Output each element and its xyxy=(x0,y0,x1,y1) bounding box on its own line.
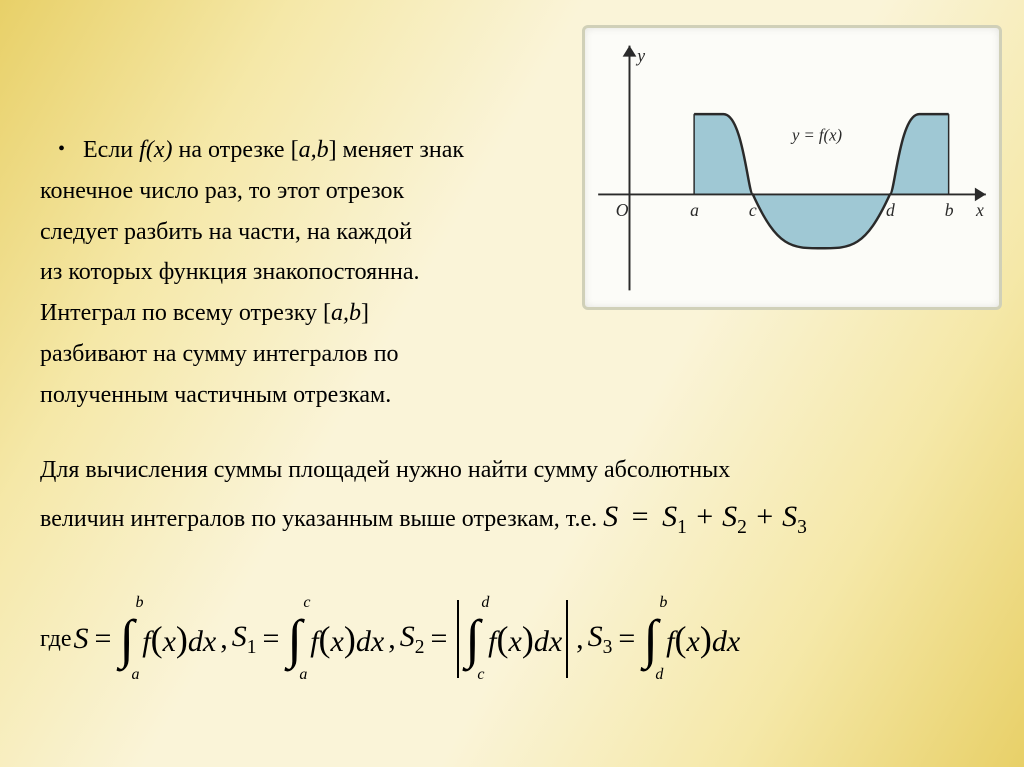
sum-sub3: 3 xyxy=(797,517,807,538)
tick-a-label: a xyxy=(690,200,699,220)
wide-text-block: Для вычисления суммы площадей нужно найт… xyxy=(40,450,980,544)
line-4: из которых функция знакопостоянна. xyxy=(40,252,550,293)
int3-sign: ∫ xyxy=(465,609,480,669)
integral-S1: S1 = c ∫ a f(x)dx , xyxy=(232,612,400,666)
line-5: Интеграл по всему отрезку [a,b] xyxy=(40,293,550,334)
x1: x xyxy=(163,625,176,658)
chart-svg: y x O a c d b y = f(x) xyxy=(585,28,999,307)
int1-lower: a xyxy=(131,666,139,684)
line-2: конечное число раз, то этот отрезок xyxy=(40,171,550,212)
int-symbol-1: b ∫ a xyxy=(119,612,134,666)
origin-label: O xyxy=(616,200,629,220)
comma3: , xyxy=(576,622,584,656)
rp1: ) xyxy=(176,619,188,659)
line1-prefix: Если xyxy=(83,137,139,163)
line5-ab: a,b xyxy=(331,300,361,326)
where-label: где xyxy=(40,626,72,653)
abs-bar-right xyxy=(566,600,568,678)
line-1: Если f(x) на отрезке [a,b] меняет знак xyxy=(83,130,464,171)
line1-ab: a,b xyxy=(299,137,329,163)
eq2: = xyxy=(262,622,279,656)
lp1: ( xyxy=(151,619,163,659)
eq1: = xyxy=(95,622,112,656)
line-3: следует разбить на части, на каждой xyxy=(40,212,550,253)
tick-c-label: c xyxy=(749,200,757,220)
int4-upper: b xyxy=(659,594,667,612)
sum-sub1: 1 xyxy=(677,517,687,538)
line5-suffix: ] xyxy=(361,300,369,326)
line1-suffix: ] меняет знак xyxy=(329,137,465,163)
tick-d-label: d xyxy=(886,200,895,220)
var-S3: S3 xyxy=(588,620,613,659)
main-text-block: • Если f(x) на отрезке [a,b] меняет знак… xyxy=(40,130,550,416)
where-formula-row: где S = b ∫ a f(x)dx , S1 = c ∫ a f(x)dx xyxy=(40,600,1000,678)
int-symbol-4: b ∫ d xyxy=(643,612,658,666)
y-axis-arrow xyxy=(623,46,637,57)
sum-plus2: + xyxy=(747,500,782,533)
integral-S: S = b ∫ a f(x)dx , xyxy=(74,612,232,666)
sum-S1: S xyxy=(662,500,677,533)
y-axis-label: y xyxy=(635,45,645,65)
abs-bar-left xyxy=(457,600,459,678)
fx3: f(x)dx xyxy=(488,618,562,660)
curve-label: y = f(x) xyxy=(790,126,842,145)
int4-sign: ∫ xyxy=(643,609,658,669)
int2-sign: ∫ xyxy=(287,609,302,669)
bullet-icon: • xyxy=(58,130,65,168)
fx2: f(x)dx xyxy=(310,618,384,660)
sum-S3: S xyxy=(782,500,797,533)
int-symbol-2: c ∫ a xyxy=(287,612,302,666)
int2-upper: c xyxy=(303,594,310,612)
integral-S3: S3 = b ∫ d f(x)dx xyxy=(588,612,740,666)
sum-formula: S = S1 + S2 + S3 xyxy=(603,500,807,533)
line-9-row: величин интегралов по указанным выше отр… xyxy=(40,491,980,544)
int-symbol-3: d ∫ c xyxy=(465,612,480,666)
var-S: S xyxy=(74,622,89,656)
int3-lower: c xyxy=(477,666,484,684)
dx1: dx xyxy=(188,625,216,658)
integral-S2: S2 = d ∫ c f(x)dx , xyxy=(400,600,588,678)
line9: величин интегралов по указанным выше отр… xyxy=(40,506,603,532)
int1-upper: b xyxy=(135,594,143,612)
int1-sign: ∫ xyxy=(119,609,134,669)
x-axis-label: x xyxy=(975,200,984,220)
sum-S2: S xyxy=(722,500,737,533)
int4-lower: d xyxy=(655,666,663,684)
var-S1: S1 xyxy=(232,620,257,659)
fx1: f(x)dx xyxy=(142,618,216,660)
sum-plus1: + xyxy=(687,500,722,533)
comma2: , xyxy=(388,622,396,656)
sum-eq: = xyxy=(624,500,656,533)
f1: f xyxy=(142,625,150,658)
line1-mid: на отрезке [ xyxy=(172,137,298,163)
eq4: = xyxy=(618,622,635,656)
int2-lower: a xyxy=(299,666,307,684)
tick-b-label: b xyxy=(945,200,954,220)
line-7: полученным частичным отрезкам. xyxy=(40,375,550,416)
eq3: = xyxy=(430,622,447,656)
line-8: Для вычисления суммы площадей нужно найт… xyxy=(40,450,980,491)
integral-chart: y x O a c d b y = f(x) xyxy=(582,25,1002,310)
sum-sub2: 2 xyxy=(737,517,747,538)
int3-upper: d xyxy=(481,594,489,612)
line5-prefix: Интеграл по всему отрезку [ xyxy=(40,300,331,326)
var-S2: S2 xyxy=(400,620,425,659)
fx4: f(x)dx xyxy=(666,618,740,660)
sum-S: S xyxy=(603,500,618,533)
line-6: разбивают на сумму интегралов по xyxy=(40,334,550,375)
line1-fx: f(x) xyxy=(139,137,172,163)
comma1: , xyxy=(220,622,228,656)
